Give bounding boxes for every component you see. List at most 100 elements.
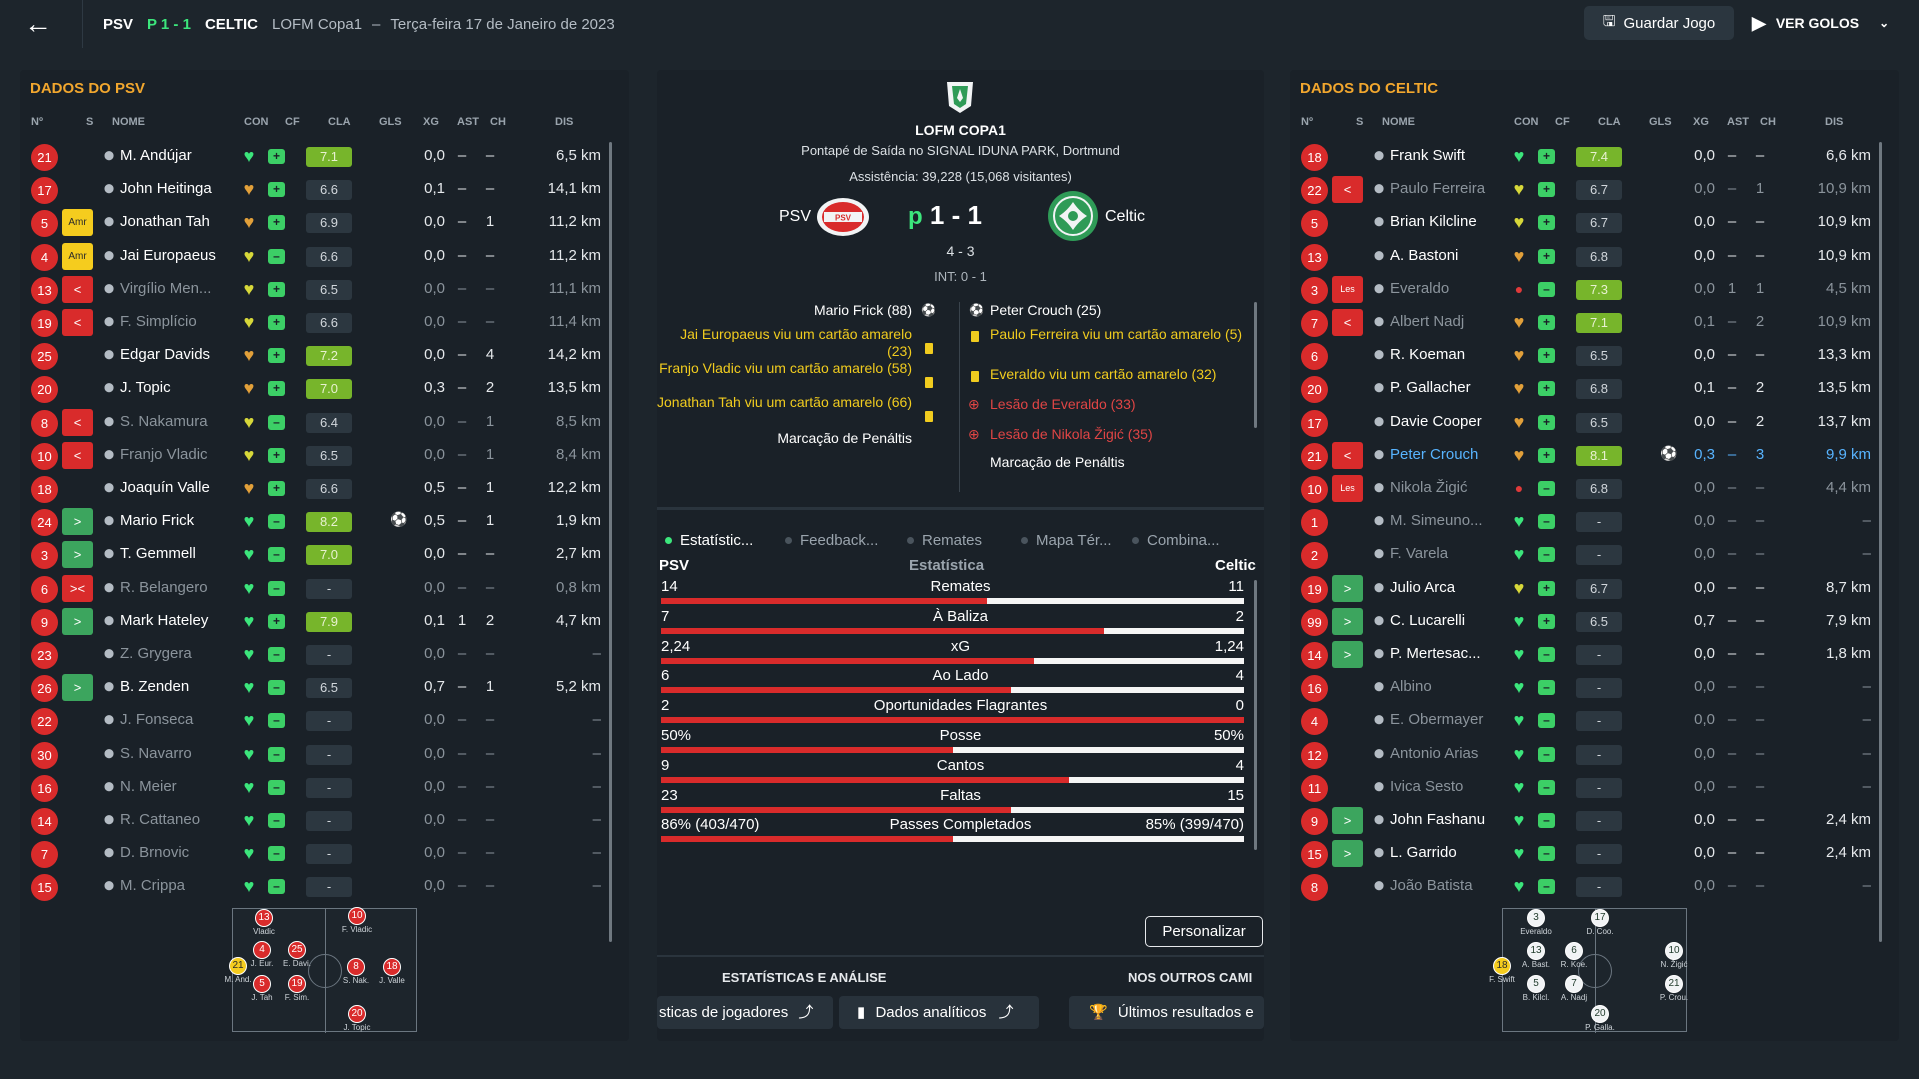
player-name[interactable]: Brian Kilcline: [1390, 213, 1477, 231]
psv-pitch-player[interactable]: 25: [288, 941, 306, 959]
player-row[interactable]: 17 ⬤ Davie Cooper ♥ +6.5 0,0–2 13,7 km: [1290, 406, 1899, 439]
player-name[interactable]: João Batista: [1390, 877, 1473, 895]
personalize-button[interactable]: Personalizar: [1145, 916, 1263, 947]
celtic-pitch-player[interactable]: 6: [1565, 942, 1583, 960]
player-row[interactable]: 21 ⬤ M. Andújar ♥ +7.1 0,0– –6,5 km: [20, 140, 629, 173]
player-name[interactable]: M. Andújar: [120, 147, 192, 164]
player-row[interactable]: 16 ⬤ N. Meier ♥ – -0,0– – –: [20, 771, 629, 804]
player-row[interactable]: 13 < ⬤ Virgílio Men... ♥ +6.5 0,0– –11,1 km: [20, 273, 629, 306]
player-name[interactable]: Albert Nadj: [1390, 313, 1465, 330]
celtic-pitch-player[interactable]: 18: [1493, 957, 1511, 975]
player-name[interactable]: Jonathan Tah: [120, 213, 210, 231]
away-team-name[interactable]: Celtic: [1105, 208, 1146, 225]
psv-pitch-player[interactable]: 5: [253, 975, 271, 993]
player-name[interactable]: J. Topic: [120, 379, 171, 397]
player-row[interactable]: 30 ⬤ S. Navarro ♥ – -0,0– – –: [20, 738, 629, 771]
player-name[interactable]: D. Brnovic: [120, 844, 190, 862]
player-name[interactable]: Jai Europaeus: [120, 246, 216, 264]
player-name[interactable]: Everaldo: [1390, 279, 1450, 297]
player-row[interactable]: 1 ⬤ M. Simeuno... ♥ – -0,0– – –: [1290, 505, 1899, 538]
player-name[interactable]: S. Navarro: [120, 744, 192, 762]
celtic-pitch-player[interactable]: 3: [1527, 909, 1545, 927]
player-name[interactable]: John Heitinga: [120, 180, 212, 198]
player-name[interactable]: Virgílio Men...: [120, 279, 212, 297]
player-row[interactable]: 9 > ⬤ John Fashanu ♥ – -0,0– –2,4 km: [1290, 804, 1899, 837]
tab-1[interactable]: Estatístic...: [665, 532, 753, 549]
home-team-name[interactable]: PSV: [779, 208, 812, 225]
player-row[interactable]: 6 ⬤ R. Koeman ♥ +6.5 0,0– –13,3 km: [1290, 339, 1899, 372]
celtic-pitch-player[interactable]: 21: [1665, 975, 1683, 993]
player-row[interactable]: 14 > ⬤ P. Mertesac... ♥ – -0,0– –1,8 km: [1290, 638, 1899, 671]
player-stats-button[interactable]: sticas de jogadores ⤴: [657, 996, 833, 1029]
player-row[interactable]: 16 ⬤ Albino ♥ – -0,0– – –: [1290, 671, 1899, 704]
player-row[interactable]: 10 < ⬤ Franjo Vladic ♥ +6.5 0,0–1 8,4 km: [20, 439, 629, 472]
player-name[interactable]: M. Crippa: [120, 877, 186, 895]
player-row[interactable]: 3 > ⬤ T. Gemmell ♥ –7.0 0,0– –2,7 km: [20, 538, 629, 571]
player-row[interactable]: 10 Les ⬤ Nikola Žigić ● –6.8 0,0– –4,4 km: [1290, 472, 1899, 505]
player-row[interactable]: 19 < ⬤ F. Simplício ♥ +6.6 0,0– –11,4 km: [20, 306, 629, 339]
tab-4[interactable]: Mapa Tér...: [1021, 532, 1112, 549]
player-row[interactable]: 12 ⬤ Antonio Arias ♥ – -0,0– – –: [1290, 738, 1899, 771]
player-row[interactable]: 25 ⬤ Edgar Davids ♥ +7.2 0,0–4 14,2 km: [20, 339, 629, 372]
player-name[interactable]: Albino: [1390, 678, 1432, 696]
player-row[interactable]: 11 ⬤ Ivica Sesto ♥ – -0,0– – –: [1290, 771, 1899, 804]
psv-crest-icon[interactable]: PSV: [816, 195, 870, 239]
player-name[interactable]: P. Mertesac...: [1390, 645, 1481, 662]
psv-pitch-player[interactable]: 13: [255, 909, 273, 927]
player-row[interactable]: 8 < ⬤ S. Nakamura ♥ –6.4 0,0–1 8,5 km: [20, 406, 629, 439]
player-row[interactable]: 4 Amr ⬤ Jai Europaeus ♥ –6.6 0,0– –11,2 km: [20, 240, 629, 273]
save-game-button[interactable]: 🖫 Guardar Jogo: [1584, 6, 1734, 40]
player-name[interactable]: Franjo Vladic: [120, 445, 208, 463]
player-row[interactable]: 18 ⬤ Frank Swift ♥ +7.4 0,0– –6,6 km: [1290, 140, 1899, 173]
player-name[interactable]: Peter Crouch: [1390, 445, 1479, 463]
psv-pitch-player[interactable]: 8: [347, 958, 365, 976]
player-row[interactable]: 15 > ⬤ L. Garrido ♥ – -0,0– –2,4 km: [1290, 837, 1899, 870]
player-name[interactable]: Frank Swift: [1390, 147, 1466, 164]
player-row[interactable]: 3 Les ⬤ Everaldo ● – 7.3 0,0 1 1 4,5 km: [1290, 273, 1899, 306]
player-name[interactable]: F. Simplício: [120, 313, 197, 330]
player-name[interactable]: Antonio Arias: [1390, 744, 1479, 762]
player-row[interactable]: 15 ⬤ M. Crippa ♥ – -0,0– – –: [20, 870, 629, 903]
player-name[interactable]: E. Obermayer: [1390, 711, 1484, 729]
player-row[interactable]: 99 > ⬤ C. Lucarelli ♥ +6.5 0,7– –7,9 km: [1290, 605, 1899, 638]
tab-3[interactable]: Remates: [907, 532, 982, 549]
player-row[interactable]: 5 Amr ⬤ Jonathan Tah ♥ +6.9 0,0–1 11,2 km: [20, 206, 629, 239]
player-name[interactable]: Joaquín Valle: [120, 479, 210, 496]
stats-scrollbar[interactable]: [1254, 580, 1257, 850]
player-name[interactable]: J. Fonseca: [120, 711, 194, 729]
latest-results-button[interactable]: 🏆 Últimos resultados e: [1069, 996, 1264, 1029]
player-row[interactable]: 6 >< ⬤ R. Belangero ♥ – -0,0– –0,8 km: [20, 572, 629, 605]
psv-pitch-player[interactable]: 19: [288, 975, 306, 993]
psv-pitch-player[interactable]: 4: [253, 941, 271, 959]
player-row[interactable]: 18 ⬤ Joaquín Valle ♥ +6.6 0,5– 1 12,2 km: [20, 472, 629, 505]
player-row[interactable]: 9 > ⬤ Mark Hateley ♥ +7.9 0,1 1 2 4,7 km: [20, 605, 629, 638]
celtic-pitch-player[interactable]: 7: [1565, 975, 1583, 993]
analytics-button[interactable]: ▮ Dados analíticos ⤴: [839, 996, 1039, 1029]
player-name[interactable]: R. Belangero: [120, 578, 208, 596]
player-name[interactable]: P. Gallacher: [1390, 379, 1471, 397]
player-row[interactable]: 21 < ⬤ Peter Crouch ♥ +8.1 ⚽ 0,3–3 9,9 km: [1290, 439, 1899, 472]
player-row[interactable]: 22 < ⬤ Paulo Ferreira ♥ +6.7 0,0–1 10,9 km: [1290, 173, 1899, 206]
player-name[interactable]: B. Zenden: [120, 678, 190, 696]
player-name[interactable]: S. Nakamura: [120, 412, 208, 430]
psv-pitch-player[interactable]: 10: [348, 907, 366, 925]
player-name[interactable]: John Fashanu: [1390, 811, 1486, 828]
celtic-pitch-player[interactable]: 13: [1527, 942, 1545, 960]
player-name[interactable]: Mark Hateley: [120, 611, 209, 629]
events-scrollbar[interactable]: [1254, 302, 1257, 428]
player-name[interactable]: L. Garrido: [1390, 844, 1457, 862]
player-name[interactable]: Paulo Ferreira: [1390, 180, 1486, 198]
player-name[interactable]: R. Cattaneo: [120, 811, 201, 828]
player-row[interactable]: 22 ⬤ J. Fonseca ♥ – -0,0– – –: [20, 704, 629, 737]
psv-pitch-player[interactable]: 18: [383, 958, 401, 976]
celtic-pitch-player[interactable]: 10: [1665, 942, 1683, 960]
player-row[interactable]: 19 > ⬤ Julio Arca ♥ +6.7 0,0– –8,7 km: [1290, 572, 1899, 605]
view-goals-button[interactable]: ▶ VER GOLOS ⌄: [1752, 6, 1902, 40]
back-arrow-icon[interactable]: ←: [24, 8, 52, 39]
player-row[interactable]: 20 ⬤ J. Topic ♥ +7.0 0,3–2 13,5 km: [20, 372, 629, 405]
player-name[interactable]: Ivica Sesto: [1390, 777, 1464, 795]
player-name[interactable]: M. Simeuno...: [1390, 512, 1483, 530]
player-name[interactable]: A. Bastoni: [1390, 246, 1459, 264]
player-name[interactable]: R. Koeman: [1390, 346, 1466, 364]
player-row[interactable]: 4 ⬤ E. Obermayer ♥ – -0,0– – –: [1290, 704, 1899, 737]
